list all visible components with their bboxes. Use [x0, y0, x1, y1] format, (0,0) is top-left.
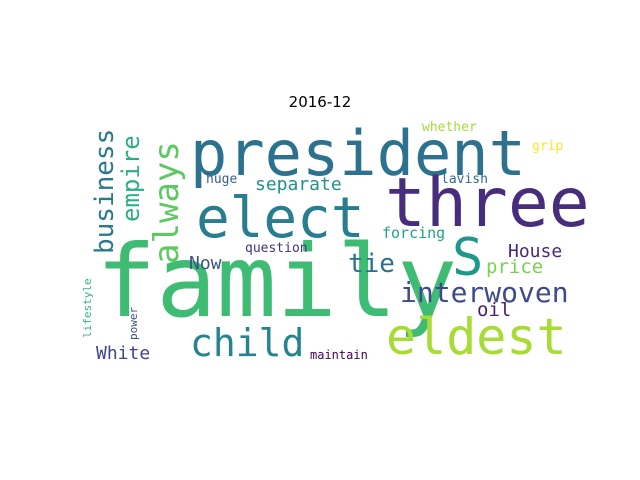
- cloud-word-maintain: maintain: [310, 348, 368, 362]
- cloud-word-forcing: forcing: [382, 224, 445, 242]
- cloud-word-empire: empire: [117, 135, 145, 222]
- cloud-word-interwoven: interwoven: [400, 276, 569, 309]
- cloud-word-house: House: [508, 241, 562, 262]
- cloud-word-president: president: [190, 117, 526, 190]
- plot-title: 2016-12: [288, 93, 352, 111]
- cloud-word-always: always: [147, 141, 187, 264]
- cloud-word-elect: elect: [196, 186, 365, 251]
- cloud-word-now: Now: [189, 253, 222, 274]
- cloud-word-tie: tie: [348, 249, 395, 279]
- cloud-word-grip: grip: [532, 139, 563, 154]
- cloud-word-question: question: [245, 241, 308, 256]
- cloud-word-oil: oil: [477, 299, 511, 321]
- cloud-word-separate: separate: [255, 174, 342, 195]
- cloud-word-lavish: lavish: [441, 172, 488, 187]
- cloud-word-huge: huge: [206, 172, 237, 187]
- cloud-word-white: White: [96, 343, 150, 364]
- cloud-word-s: S: [452, 228, 483, 288]
- cloud-word-three: three: [385, 164, 590, 243]
- cloud-word-business: business: [90, 129, 120, 254]
- cloud-word-whether: whether: [422, 120, 477, 135]
- cloud-word-power: power: [127, 307, 140, 340]
- cloud-word-price: price: [486, 256, 543, 278]
- cloud-word-family: family: [96, 223, 457, 340]
- cloud-word-eldest: eldest: [386, 308, 567, 366]
- cloud-word-lifestyle: lifestyle: [81, 278, 94, 338]
- cloud-word-child: child: [190, 321, 304, 365]
